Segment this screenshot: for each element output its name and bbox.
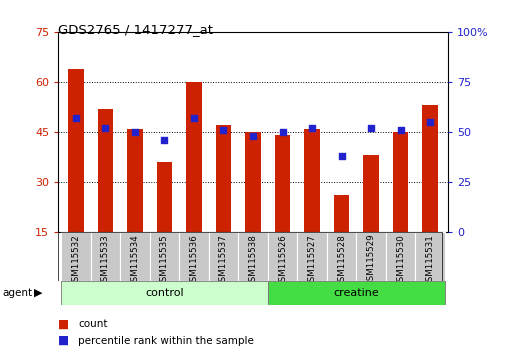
Text: GSM115536: GSM115536 bbox=[189, 234, 198, 287]
Bar bbox=[297, 232, 326, 281]
Bar bbox=[90, 232, 120, 281]
Bar bbox=[157, 162, 172, 232]
Point bbox=[366, 125, 374, 131]
Bar bbox=[415, 232, 444, 281]
Point bbox=[308, 125, 316, 131]
Bar bbox=[333, 195, 348, 232]
Point bbox=[337, 153, 345, 159]
Text: count: count bbox=[78, 319, 108, 329]
Bar bbox=[392, 132, 408, 232]
Bar bbox=[179, 232, 208, 281]
Text: ■: ■ bbox=[58, 318, 69, 330]
Text: ▶: ▶ bbox=[34, 288, 43, 298]
Bar bbox=[97, 109, 113, 232]
Text: GSM115537: GSM115537 bbox=[219, 234, 228, 287]
Text: GSM115533: GSM115533 bbox=[100, 234, 110, 287]
Point bbox=[131, 129, 139, 135]
Point bbox=[219, 127, 227, 133]
Text: percentile rank within the sample: percentile rank within the sample bbox=[78, 336, 254, 346]
Bar bbox=[356, 232, 385, 281]
Bar bbox=[120, 232, 149, 281]
Text: GSM115527: GSM115527 bbox=[307, 234, 316, 287]
Point bbox=[101, 125, 109, 131]
Point bbox=[396, 127, 404, 133]
Text: GSM115529: GSM115529 bbox=[366, 234, 375, 286]
Text: control: control bbox=[145, 288, 183, 298]
Text: GSM115530: GSM115530 bbox=[395, 234, 405, 287]
Point bbox=[160, 137, 168, 143]
Point bbox=[278, 129, 286, 135]
Text: agent: agent bbox=[3, 288, 33, 298]
Bar bbox=[149, 232, 179, 281]
Bar bbox=[238, 232, 267, 281]
Bar bbox=[363, 155, 378, 232]
Bar bbox=[385, 232, 415, 281]
Text: GSM115538: GSM115538 bbox=[248, 234, 257, 287]
Bar bbox=[208, 232, 238, 281]
Text: ■: ■ bbox=[58, 334, 69, 347]
Bar bbox=[216, 125, 231, 232]
Text: creatine: creatine bbox=[333, 288, 378, 298]
Bar bbox=[422, 105, 437, 232]
Bar bbox=[68, 69, 83, 232]
Text: GSM115532: GSM115532 bbox=[71, 234, 80, 287]
Text: GDS2765 / 1417277_at: GDS2765 / 1417277_at bbox=[58, 23, 213, 36]
Point bbox=[248, 133, 257, 139]
Text: GSM115534: GSM115534 bbox=[130, 234, 139, 287]
Bar bbox=[61, 232, 90, 281]
Bar bbox=[245, 132, 260, 232]
Text: GSM115531: GSM115531 bbox=[425, 234, 434, 287]
Bar bbox=[267, 232, 296, 281]
Point bbox=[425, 119, 433, 125]
Point bbox=[72, 115, 80, 121]
Bar bbox=[304, 129, 319, 232]
Bar bbox=[127, 129, 142, 232]
Bar bbox=[326, 232, 356, 281]
Point bbox=[189, 115, 197, 121]
Text: GSM115526: GSM115526 bbox=[277, 234, 286, 287]
Text: GSM115528: GSM115528 bbox=[336, 234, 345, 287]
Bar bbox=[186, 82, 201, 232]
Bar bbox=[61, 281, 267, 305]
Bar bbox=[274, 135, 290, 232]
Text: GSM115535: GSM115535 bbox=[160, 234, 169, 287]
Bar bbox=[267, 281, 444, 305]
